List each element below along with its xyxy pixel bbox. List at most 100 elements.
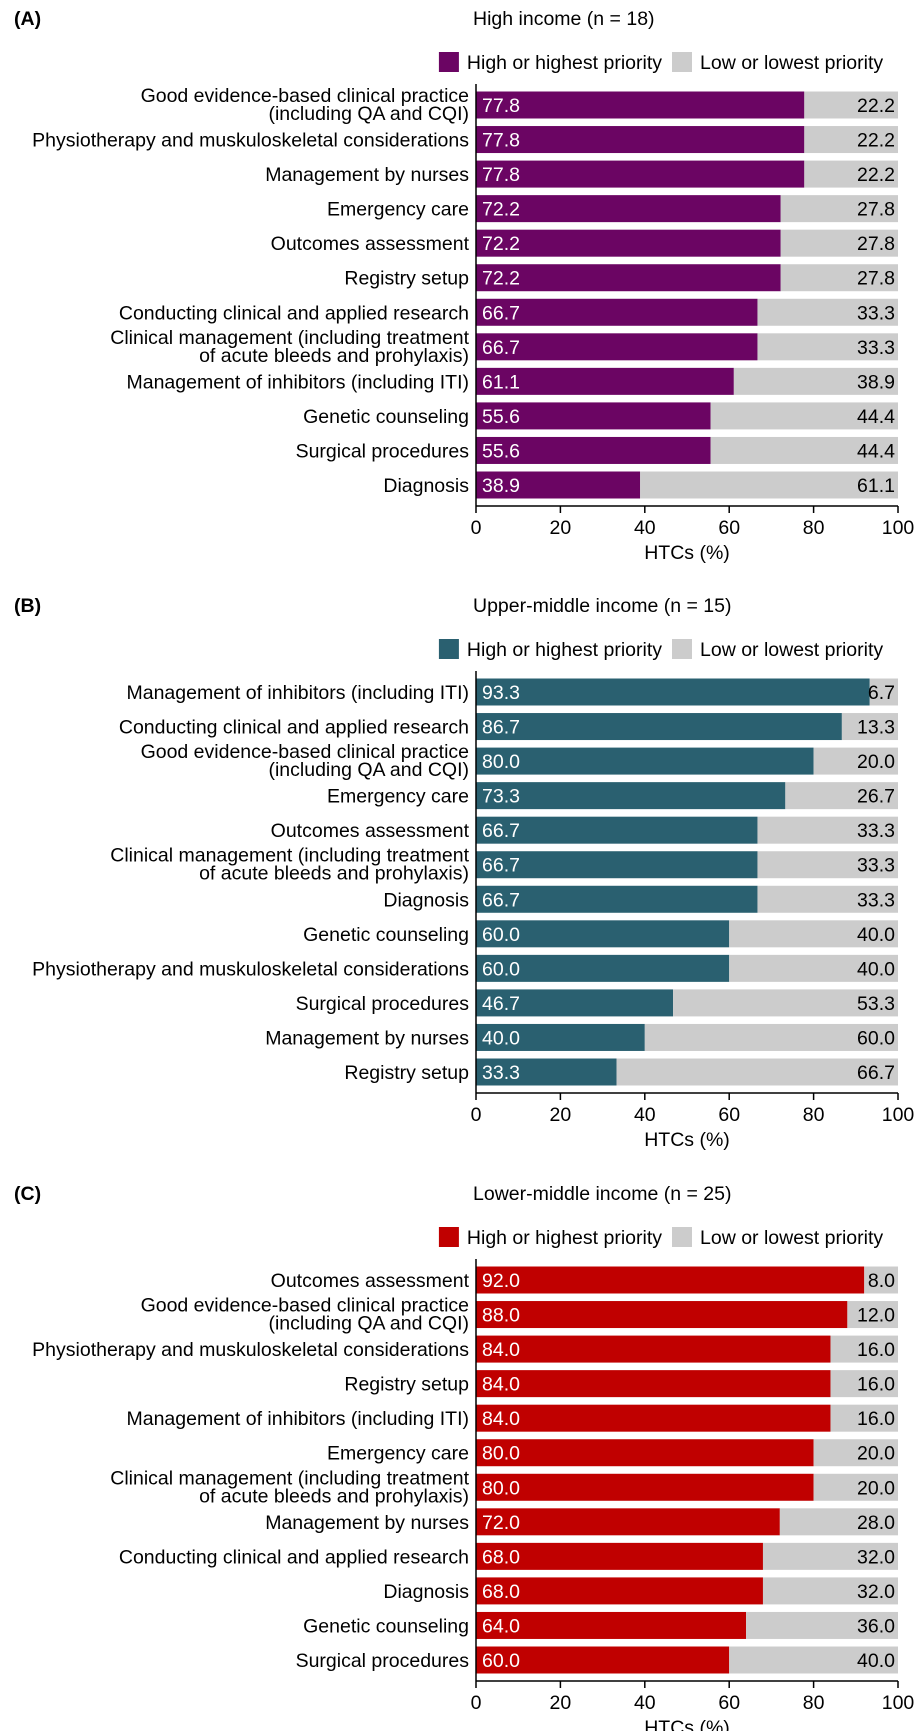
bar-high-priority xyxy=(476,1611,747,1639)
bar-high-priority xyxy=(476,264,781,292)
data-label-high: 33.3 xyxy=(482,1062,520,1084)
category-label: Diagnosis xyxy=(383,475,469,497)
data-label-low: 38.9 xyxy=(857,371,895,393)
data-label-high: 40.0 xyxy=(482,1027,520,1049)
category-label: Management by nurses xyxy=(265,1512,469,1534)
data-label-low: 12.0 xyxy=(857,1305,895,1327)
category-label: Genetic counseling xyxy=(303,924,469,946)
category-label: Management by nurses xyxy=(265,164,469,186)
bar-high-priority xyxy=(476,333,758,361)
data-label-high: 60.0 xyxy=(482,924,520,946)
bar-high-priority xyxy=(476,1473,814,1501)
bar-low-priority xyxy=(813,1439,898,1467)
data-label-low: 27.8 xyxy=(857,233,895,255)
category-label: Conducting clinical and applied research xyxy=(119,717,469,739)
data-label-high: 72.2 xyxy=(482,268,520,290)
category-label: Clinical management (including treatment xyxy=(110,1467,469,1489)
data-label-low: 61.1 xyxy=(857,475,895,497)
bar-low-priority xyxy=(780,229,898,257)
bar-high-priority xyxy=(476,1439,814,1467)
data-label-low: 53.3 xyxy=(857,993,895,1015)
bar-high-priority xyxy=(476,1370,831,1398)
category-label: Emergency care xyxy=(327,199,469,221)
bar-low-priority xyxy=(804,126,898,154)
panel-label: (B) xyxy=(14,595,41,617)
data-label-low: 36.0 xyxy=(857,1615,895,1637)
x-tick-label: 60 xyxy=(718,517,740,539)
bar-low-priority xyxy=(673,989,898,1017)
legend-label-high: High or highest priority xyxy=(467,52,662,74)
data-label-low: 16.0 xyxy=(857,1339,895,1361)
category-label: Surgical procedures xyxy=(296,440,470,462)
bar-low-priority xyxy=(813,747,898,775)
data-label-low: 44.4 xyxy=(857,406,895,428)
category-label: Management by nurses xyxy=(265,1027,469,1049)
category-label: Registry setup xyxy=(344,1062,469,1084)
bar-high-priority xyxy=(476,954,730,982)
chart-title: Lower-middle income (n = 25) xyxy=(473,1183,732,1205)
bar-low-priority xyxy=(864,1266,898,1294)
bar-low-priority xyxy=(762,1577,898,1605)
x-tick-label: 80 xyxy=(803,517,825,539)
category-label: Conducting clinical and applied research xyxy=(119,302,469,324)
data-label-low: 20.0 xyxy=(857,1443,895,1465)
bar-high-priority xyxy=(476,91,805,119)
data-label-low: 66.7 xyxy=(857,1062,895,1084)
bar-low-priority xyxy=(710,402,898,430)
data-label-low: 13.3 xyxy=(857,717,895,739)
bar-high-priority xyxy=(476,471,641,499)
category-label: Good evidence-based clinical practice xyxy=(141,85,469,107)
category-label: of acute bleeds and prohylaxis) xyxy=(199,863,469,885)
bar-high-priority xyxy=(476,402,711,430)
bar-low-priority xyxy=(804,91,898,119)
data-label-high: 77.8 xyxy=(482,164,520,186)
data-label-low: 60.0 xyxy=(857,1027,895,1049)
legend-swatch-high xyxy=(438,639,459,659)
chart-title: High income (n = 18) xyxy=(473,8,655,30)
data-label-low: 44.4 xyxy=(857,440,895,462)
legend-label-low: Low or lowest priority xyxy=(700,52,883,74)
category-label: Registry setup xyxy=(344,268,469,290)
x-tick-label: 60 xyxy=(718,1104,740,1126)
bar-high-priority xyxy=(476,1577,763,1605)
bar-low-priority xyxy=(813,1473,898,1501)
legend-label-high: High or highest priority xyxy=(467,1227,662,1249)
x-tick-label: 100 xyxy=(882,1692,915,1714)
chart-title: Upper-middle income (n = 15) xyxy=(473,595,732,617)
bar-low-priority xyxy=(830,1370,898,1398)
category-label: Physiotherapy and muskuloskeletal consid… xyxy=(32,130,469,152)
bar-high-priority xyxy=(476,1301,848,1329)
bar-high-priority xyxy=(476,678,870,706)
data-label-high: 64.0 xyxy=(482,1615,520,1637)
x-axis-label: HTCs (%) xyxy=(644,1129,730,1151)
legend-label-low: Low or lowest priority xyxy=(700,639,883,661)
category-label: Management of inhibitors (including ITI) xyxy=(127,371,470,393)
bar-low-priority xyxy=(757,851,898,879)
data-label-high: 46.7 xyxy=(482,993,520,1015)
data-label-low: 33.3 xyxy=(857,337,895,359)
bar-high-priority xyxy=(476,747,814,775)
x-tick-label: 20 xyxy=(550,1692,572,1714)
data-label-low: 40.0 xyxy=(857,1650,895,1672)
category-label: Emergency care xyxy=(327,1443,469,1465)
bar-low-priority xyxy=(729,920,898,948)
data-label-low: 32.0 xyxy=(857,1581,895,1603)
category-label: Conducting clinical and applied research xyxy=(119,1546,469,1568)
legend-swatch-high xyxy=(438,52,459,72)
category-label: Diagnosis xyxy=(383,1581,469,1603)
data-label-low: 20.0 xyxy=(857,1477,895,1499)
category-label: Good evidence-based clinical practice xyxy=(141,1295,469,1317)
category-label: (including QA and CQI) xyxy=(268,103,469,125)
data-label-high: 60.0 xyxy=(482,1650,520,1672)
data-label-high: 38.9 xyxy=(482,475,520,497)
category-label: Diagnosis xyxy=(383,889,469,911)
x-tick-label: 0 xyxy=(471,1104,482,1126)
bar-high-priority xyxy=(476,1508,780,1536)
data-label-high: 61.1 xyxy=(482,371,520,393)
data-label-low: 16.0 xyxy=(857,1374,895,1396)
bar-high-priority xyxy=(476,1058,617,1086)
bar-low-priority xyxy=(710,436,898,464)
category-label: (including QA and CQI) xyxy=(268,1313,469,1335)
category-label: Surgical procedures xyxy=(296,993,470,1015)
data-label-high: 93.3 xyxy=(482,682,520,704)
